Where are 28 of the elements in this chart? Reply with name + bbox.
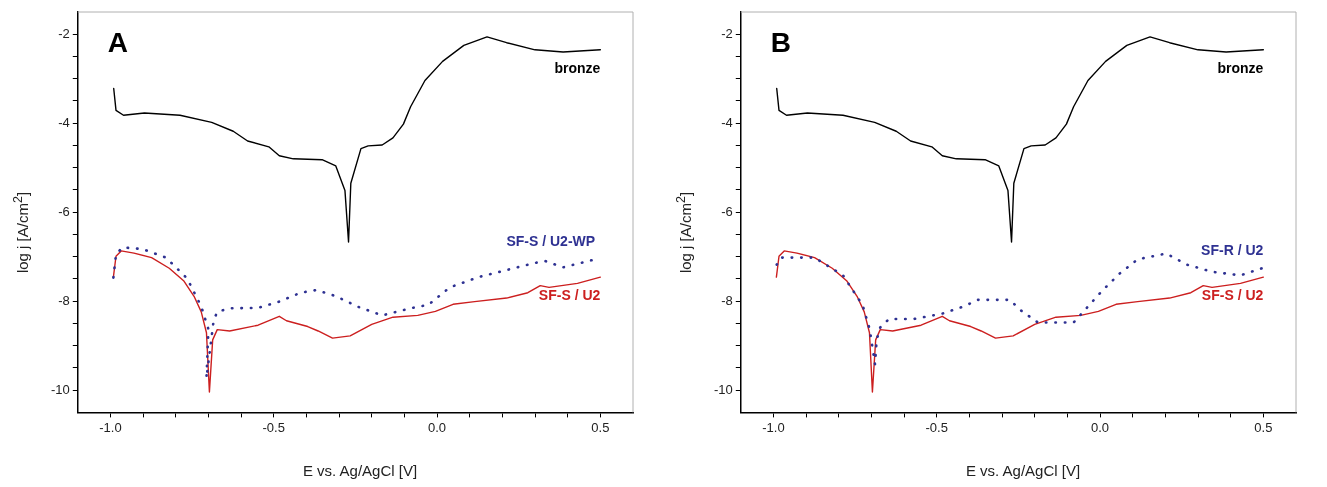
series-label: bronze [554, 59, 601, 76]
y-tick-label: -10 [713, 381, 733, 397]
y-tick-label: -10 [50, 381, 70, 397]
x-tick-label: 0.0 [1091, 419, 1110, 435]
x-tick-label: 0.5 [1254, 419, 1273, 435]
y-tick-label: -8 [721, 292, 733, 308]
y-tick-label: -6 [58, 203, 70, 219]
series-label: SF-S / U2-WP [506, 233, 596, 250]
text: B [770, 26, 792, 58]
y-tick-label: -6 [721, 203, 733, 219]
y-tick-label: -8 [58, 292, 70, 308]
y-tick-label: -4 [58, 114, 70, 130]
series-label: bronze [1217, 59, 1264, 76]
x-tick-label: 0.0 [428, 419, 447, 435]
x-tick-label: -1.0 [762, 419, 785, 435]
text: A [107, 26, 129, 58]
x-axis-title: E vs. Ag/AgCl [V] [964, 462, 1082, 479]
x-tick-label: 0.5 [591, 419, 610, 435]
x-tick-label: -0.5 [262, 419, 285, 435]
y-tick-label: -2 [58, 25, 70, 41]
x-axis-title: E vs. Ag/AgCl [V] [301, 462, 419, 479]
series-label: SF-S / U2 [538, 287, 601, 304]
x-tick-label: -0.5 [925, 419, 948, 435]
y-tick-label: -4 [721, 114, 733, 130]
x-tick-label: -1.0 [99, 419, 122, 435]
series-label: SF-S / U2 [1201, 287, 1264, 304]
series-label: SF-R / U2 [1201, 241, 1264, 258]
y-tick-label: -2 [721, 25, 733, 41]
